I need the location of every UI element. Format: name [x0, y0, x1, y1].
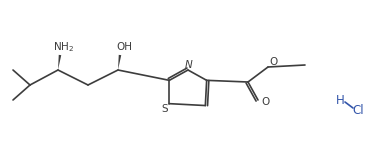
Polygon shape — [118, 55, 121, 70]
Polygon shape — [58, 55, 61, 70]
Text: Cl: Cl — [352, 104, 364, 116]
Text: O: O — [261, 97, 269, 107]
Text: N: N — [185, 60, 193, 70]
Text: S: S — [161, 104, 168, 114]
Text: O: O — [269, 57, 277, 67]
Text: NH$_2$: NH$_2$ — [53, 40, 74, 54]
Text: H: H — [336, 94, 344, 106]
Text: OH: OH — [116, 42, 132, 52]
